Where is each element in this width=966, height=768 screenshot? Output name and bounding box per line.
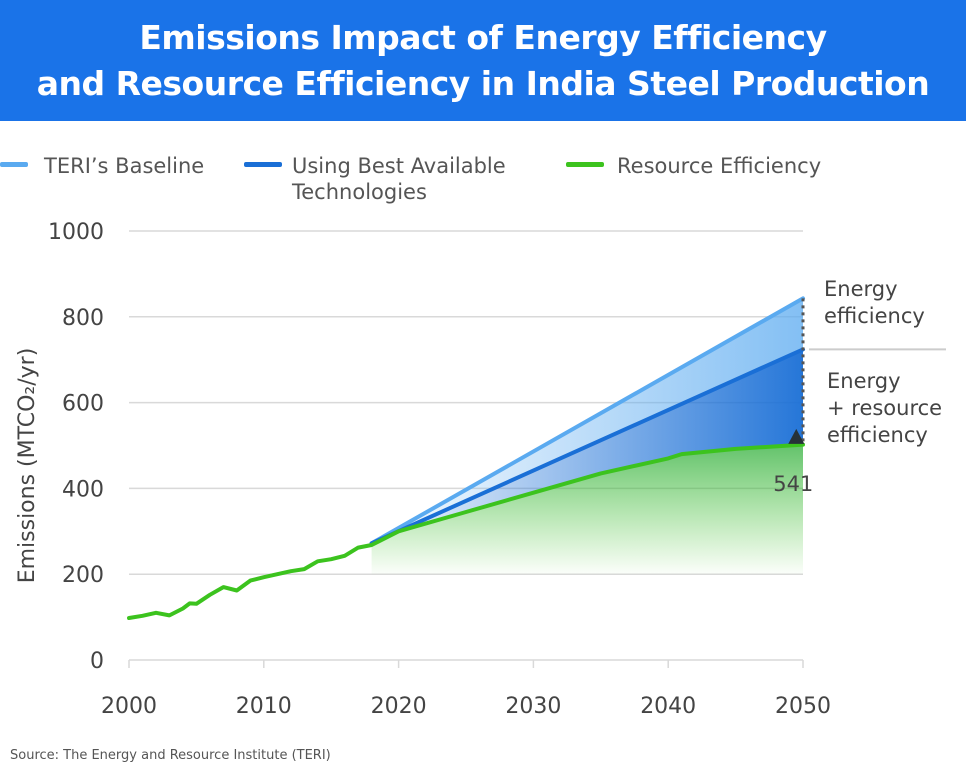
legend-swatch-bat — [244, 162, 282, 167]
annotation-energy-efficiency-2: efficiency — [824, 304, 925, 328]
x-tick-2010: 2010 — [236, 694, 292, 719]
x-tick-2000: 2000 — [101, 694, 157, 719]
y-tick-600: 600 — [62, 392, 104, 417]
title-banner: Emissions Impact of Energy Efficiency an… — [0, 0, 966, 121]
y-axis-label-group: Emissions (MTCO₂/yr) — [15, 348, 40, 584]
x-tick-labels: 2000 2010 2020 2030 2040 2050 — [101, 694, 831, 719]
annotation-combined-1: Energy — [827, 369, 901, 393]
x-tick-2020: 2020 — [371, 694, 427, 719]
x-tick-2030: 2030 — [505, 694, 561, 719]
x-tick-2040: 2040 — [640, 694, 696, 719]
y-tick-400: 400 — [62, 477, 104, 502]
legend-swatch-baseline — [0, 162, 28, 167]
y-tick-800: 800 — [62, 306, 104, 331]
y-tick-labels: 0 200 400 600 800 1000 — [48, 220, 104, 674]
resource-efficiency-area — [371, 444, 803, 575]
annotations: 541 Energy efficiency Energy + resource effic… — [773, 277, 946, 496]
legend-label-resource: Resource Efficiency — [617, 154, 822, 178]
y-tick-200: 200 — [62, 563, 104, 588]
chart-lines — [127, 296, 805, 620]
annotation-energy-efficiency-1: Energy — [824, 277, 898, 301]
legend-label-bat: Using Best Available Technologies — [292, 154, 506, 204]
series-line-bat — [369, 347, 805, 546]
legend-swatch-resource — [566, 162, 604, 167]
y-tick-1000: 1000 — [48, 220, 104, 245]
annotation-combined-2: + resource — [827, 396, 942, 420]
legend-label-baseline: TERI’s Baseline — [44, 154, 205, 178]
chart-title-line1: Emissions Impact of Energy Efficiency — [139, 17, 827, 57]
y-axis-label: Emissions (MTCO₂/yr) — [15, 348, 40, 584]
annotation-combined-3: efficiency — [827, 423, 928, 447]
marker-triangle — [788, 428, 805, 444]
y-tick-0: 0 — [90, 649, 104, 674]
series-line-baseline — [369, 296, 805, 546]
series-line-resource — [127, 442, 805, 620]
chart-title-line2: and Resource Efficiency in India Steel P… — [36, 63, 930, 103]
marker-value-label: 541 — [773, 472, 813, 496]
chart-areas — [371, 298, 803, 575]
source-note: Source: The Energy and Resource Institut… — [10, 748, 331, 763]
x-tick-2050: 2050 — [775, 694, 831, 719]
